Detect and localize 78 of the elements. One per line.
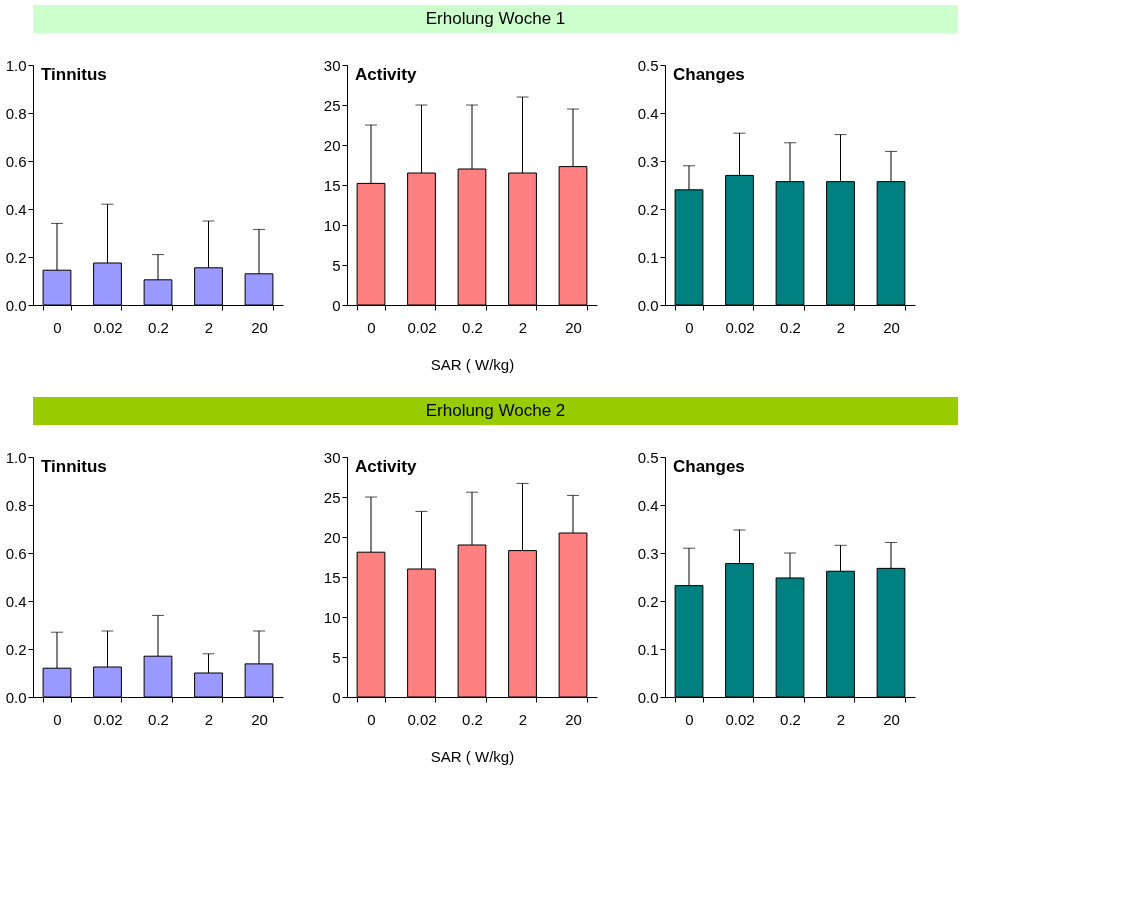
- y-tick-label: 0.6: [5, 544, 27, 562]
- x-tick-label: 0: [685, 318, 694, 336]
- x-tick-label: 2: [518, 318, 528, 336]
- x-axis-title: SAR ( W/kg): [430, 355, 515, 373]
- x-tick-label: 0.2: [780, 318, 801, 336]
- x-tick-label: 0: [53, 318, 62, 336]
- x-tick-label: 0.02: [725, 318, 755, 336]
- y-tick-label: 15: [323, 568, 341, 586]
- chart-title: Activity: [355, 65, 417, 84]
- x-tick-label: 2: [836, 710, 846, 728]
- x-tick-label: 0.02: [93, 318, 123, 336]
- x-tick-label: 20: [565, 710, 582, 728]
- x-axis-title: SAR ( W/kg): [430, 747, 515, 765]
- y-tick-label: 0.3: [637, 544, 659, 562]
- y-tick-label: 25: [323, 96, 341, 114]
- y-tick-label: 0.2: [5, 640, 27, 658]
- y-tick-label: 0.1: [637, 248, 659, 266]
- x-tick-label: 20: [251, 710, 268, 728]
- y-tick-label: 0.4: [5, 592, 27, 610]
- x-tick-label: 0.02: [407, 710, 437, 728]
- y-tick-label: 0.8: [5, 104, 27, 122]
- x-tick-label: 20: [883, 710, 900, 728]
- x-tick-label: 2: [204, 710, 214, 728]
- chart-title: Changes: [673, 65, 745, 84]
- chart-title: Tinnitus: [41, 457, 107, 476]
- x-tick-label: 2: [518, 710, 528, 728]
- x-tick-label: 0: [53, 710, 62, 728]
- y-tick-label: 1.0: [5, 56, 27, 74]
- x-tick-label: 0.02: [407, 318, 437, 336]
- y-tick-label: 0.5: [637, 56, 659, 74]
- y-tick-label: 0.0: [5, 688, 27, 706]
- text: Erholung Woche 1: [425, 9, 566, 28]
- x-tick-label: 20: [883, 318, 900, 336]
- x-tick-label: 0.2: [462, 710, 483, 728]
- y-tick-label: 0.2: [637, 592, 659, 610]
- y-tick-label: 0.0: [637, 296, 659, 314]
- y-tick-label: 30: [323, 448, 341, 466]
- y-tick-label: 5: [332, 256, 341, 274]
- y-tick-label: 0.6: [5, 152, 27, 170]
- x-tick-label: 0.2: [780, 710, 801, 728]
- x-tick-label: 0: [685, 710, 694, 728]
- chart-title: Activity: [355, 457, 417, 476]
- y-tick-label: 0.4: [637, 496, 659, 514]
- y-tick-label: 0: [332, 296, 341, 314]
- y-tick-label: 0.3: [637, 152, 659, 170]
- y-tick-label: 0.8: [5, 496, 27, 514]
- y-tick-label: 0.0: [637, 688, 659, 706]
- y-tick-label: 0: [332, 688, 341, 706]
- x-tick-label: 0: [367, 710, 376, 728]
- y-tick-label: 0.2: [637, 200, 659, 218]
- y-tick-label: 15: [323, 176, 341, 194]
- y-tick-label: 20: [323, 528, 341, 546]
- y-tick-label: 20: [323, 136, 341, 154]
- y-tick-label: 30: [323, 56, 341, 74]
- y-tick-label: 0.5: [637, 448, 659, 466]
- y-tick-label: 5: [332, 648, 341, 666]
- x-tick-label: 0.02: [93, 710, 123, 728]
- y-tick-label: 0.4: [5, 200, 27, 218]
- x-tick-label: 0.2: [462, 318, 483, 336]
- y-tick-label: 0.4: [637, 104, 659, 122]
- x-tick-label: 2: [836, 318, 846, 336]
- y-tick-label: 10: [323, 216, 341, 234]
- y-tick-label: 1.0: [5, 448, 27, 466]
- y-tick-label: 10: [323, 608, 341, 626]
- x-tick-label: 20: [251, 318, 268, 336]
- y-tick-label: 25: [323, 488, 341, 506]
- chart-title: Tinnitus: [41, 65, 107, 84]
- x-tick-label: 2: [204, 318, 214, 336]
- y-tick-label: 0.2: [5, 248, 27, 266]
- y-tick-label: 0.1: [637, 640, 659, 658]
- x-tick-label: 0.2: [148, 318, 169, 336]
- x-tick-label: 20: [565, 318, 582, 336]
- x-tick-label: 0.02: [725, 710, 755, 728]
- chart-title: Changes: [673, 457, 745, 476]
- text: Erholung Woche 2: [425, 401, 566, 420]
- y-tick-label: 0.0: [5, 296, 27, 314]
- x-tick-label: 0.2: [148, 710, 169, 728]
- x-tick-label: 0: [367, 318, 376, 336]
